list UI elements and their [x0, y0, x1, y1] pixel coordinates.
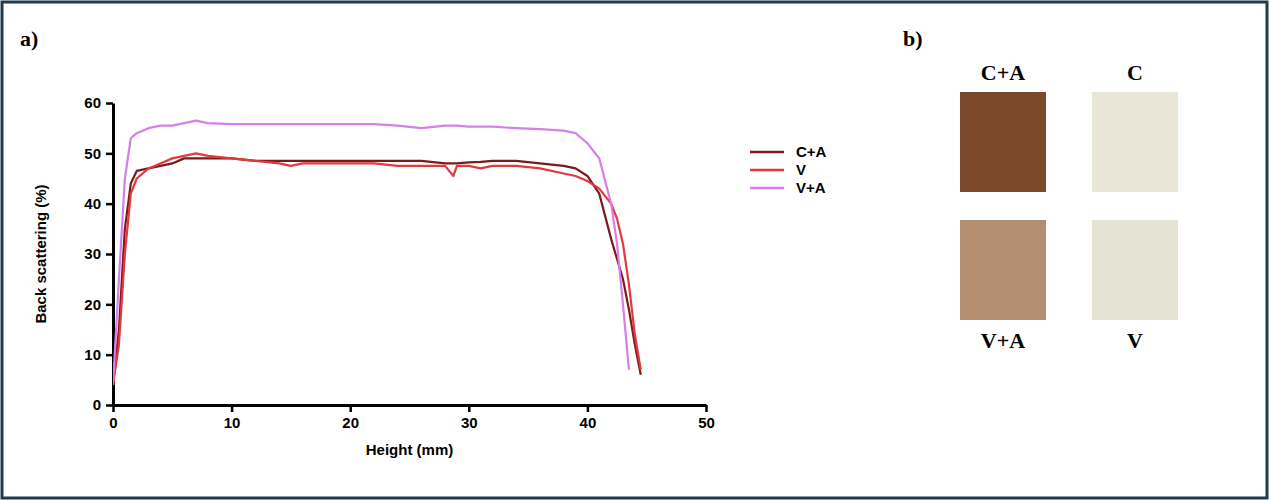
figure-frame [2, 2, 1267, 498]
sample-photo [1092, 220, 1178, 320]
tick-label: 20 [342, 414, 359, 431]
tick-mark [587, 405, 590, 412]
sample-photo [1092, 92, 1178, 192]
tick-mark [468, 405, 471, 412]
tick-mark [106, 253, 113, 256]
tick: 10 [84, 346, 113, 363]
x-axis: 0 10 20 30 40 50 [109, 405, 715, 431]
figure-svg: a) b) 0 10 20 30 40 50 0 10 20 30 40 50 60 Height (mm) B… [0, 0, 1269, 500]
tick-mark [106, 404, 113, 407]
tick-mark [349, 405, 352, 412]
tick-mark [106, 304, 113, 307]
tick: 50 [698, 405, 715, 431]
photo-panel: C+A C V+A V [960, 60, 1178, 353]
legend-label: V [796, 161, 806, 178]
tick: 30 [84, 245, 113, 262]
sample-photo [960, 220, 1046, 320]
y-axis-title: Back scattering (%) [32, 184, 49, 323]
sample-label: C+A [981, 60, 1025, 85]
tick-mark [231, 405, 234, 412]
legend-label: V+A [796, 179, 826, 196]
tick: 40 [84, 195, 113, 212]
tick: 20 [84, 296, 113, 313]
panel-label: b) [903, 26, 923, 51]
tick-label: 50 [698, 414, 715, 431]
tick-label: 40 [580, 414, 597, 431]
legend-swatch [750, 169, 784, 172]
series-line [113, 121, 629, 385]
tick: 60 [84, 94, 113, 111]
sample-photo [960, 92, 1046, 192]
tick: 0 [93, 396, 113, 413]
tick-label: 50 [84, 145, 101, 162]
legend: C+AVV+A [750, 143, 827, 196]
tick-label: 30 [84, 245, 101, 262]
tick-label: 30 [461, 414, 478, 431]
tick: 40 [580, 405, 597, 431]
sample-label: C [1127, 60, 1143, 85]
tick-label: 40 [84, 195, 101, 212]
series-line [113, 158, 641, 385]
figure: a) b) 0 10 20 30 40 50 0 10 20 30 40 50 60 Height (mm) B… [0, 0, 1269, 500]
y-axis: 0 10 20 30 40 50 60 [84, 94, 113, 413]
tick-label: 10 [84, 346, 101, 363]
tick: 30 [461, 405, 478, 431]
x-axis-title: Height (mm) [366, 441, 454, 458]
tick: 10 [224, 405, 241, 431]
panel-label: a) [20, 26, 38, 51]
series-line [113, 153, 641, 385]
tick-label: 10 [224, 414, 241, 431]
sample-label: V+A [981, 328, 1025, 353]
plot-lines [113, 121, 641, 385]
tick-label: 0 [109, 414, 117, 431]
tick-mark [106, 203, 113, 206]
tick-label: 0 [93, 396, 101, 413]
tick-mark [705, 405, 708, 412]
legend-label: C+A [796, 143, 827, 160]
tick-label: 60 [84, 94, 101, 111]
tick-mark [106, 354, 113, 357]
tick: 50 [84, 145, 113, 162]
axis-line [114, 404, 707, 407]
legend-swatch [750, 187, 784, 190]
legend-swatch [750, 151, 784, 154]
tick: 0 [109, 405, 117, 431]
tick-mark [106, 153, 113, 156]
tick-mark [106, 102, 113, 105]
sample-label: V [1127, 328, 1143, 353]
tick: 20 [342, 405, 359, 431]
tick-label: 20 [84, 296, 101, 313]
